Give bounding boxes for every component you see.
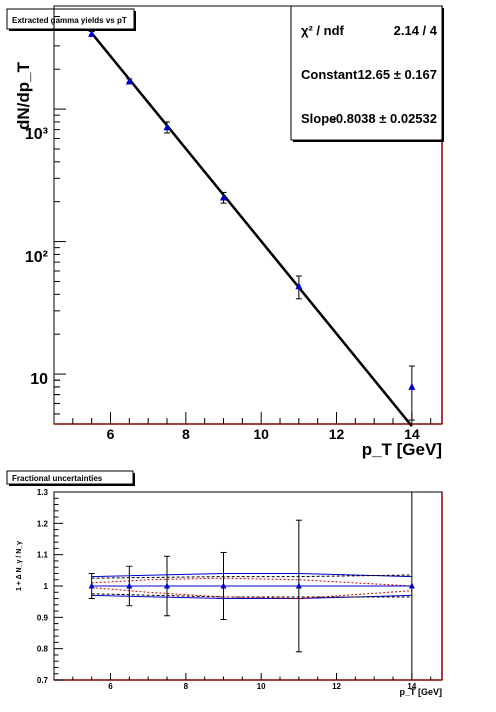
- top-y-tick-labels: 10 10² 10³: [25, 126, 48, 388]
- top-x-tick-label: 6: [107, 426, 115, 442]
- bottom-x-tick-label: 10: [257, 682, 266, 691]
- top-y-tick-label: 10: [30, 371, 48, 388]
- bottom-y-tick-label: 0.9: [37, 613, 49, 622]
- stats-slope-label: Slope: [301, 111, 336, 126]
- top-x-tick-label: 10: [253, 426, 269, 442]
- bottom-uncertainty-bands: [91, 572, 412, 600]
- triangle-marker: [408, 382, 416, 390]
- bottom-data-points: [88, 492, 415, 680]
- blue-band-upper: [91, 572, 412, 578]
- triangle-marker: [220, 582, 227, 589]
- top-data-point: [220, 191, 228, 204]
- stats-constant-label: Constant: [301, 67, 358, 82]
- fit-stats-box: χ² / ndf 2.14 / 4 Constant 12.65 ± 0.167…: [290, 5, 444, 142]
- top-y-axis-label: dN/dp_T: [14, 61, 33, 130]
- triangle-marker: [126, 582, 133, 589]
- bottom-y-tick-label: 1.2: [37, 519, 49, 528]
- stats-chi2-value: 2.14 / 4: [394, 23, 438, 38]
- top-x-tick-labels: 6 8 10 12 14: [107, 426, 420, 442]
- bottom-data-point: [88, 572, 95, 600]
- bottom-x-tick-labels: 6 8 10 12 14: [108, 682, 417, 691]
- bottom-data-point: [126, 565, 133, 607]
- bottom-title-box: Fractional uncertainties: [6, 470, 135, 486]
- triangle-marker: [164, 582, 171, 589]
- top-title-box: Extracted gamma yields vs pT: [6, 8, 136, 31]
- triangle-marker: [408, 582, 415, 589]
- bottom-y-tick-label: 1: [44, 582, 49, 591]
- stats-slope-value: -0.8038 ± 0.02532: [332, 111, 437, 126]
- bottom-y-axis-label: 1 + Δ N_γ / N_γ: [16, 541, 23, 591]
- top-data-point: [125, 77, 133, 85]
- bottom-data-point: [164, 555, 171, 617]
- top-x-tick-label: 12: [329, 426, 345, 442]
- top-data-point: [163, 121, 171, 134]
- triangle-marker: [88, 29, 96, 37]
- top-axis-ticks: [54, 5, 432, 424]
- top-x-tick-label: 14: [404, 426, 420, 442]
- top-y-tick-label: 10²: [25, 249, 48, 266]
- stats-constant-value: 12.65 ± 0.167: [358, 67, 437, 82]
- top-chart: Extracted gamma yields vs pT 6 8 10 12 1…: [6, 5, 444, 459]
- triangle-marker: [163, 123, 171, 131]
- triangle-marker: [125, 77, 133, 85]
- bottom-y-tick-label: 0.7: [37, 676, 49, 685]
- black-dashed-band-lower: [91, 593, 412, 598]
- black-dashed-band-upper: [91, 574, 412, 579]
- triangle-marker: [220, 193, 228, 201]
- bottom-x-tick-label: 12: [332, 682, 341, 691]
- bottom-y-tick-labels: 0.7 0.8 0.9 1 1.1 1.2 1.3: [37, 488, 49, 685]
- top-data-point: [408, 365, 416, 421]
- fit-curve: [90, 32, 413, 427]
- top-chart-title: Extracted gamma yields vs pT: [12, 16, 127, 25]
- top-fit-line: [90, 32, 413, 427]
- top-y-tick-label: 10³: [25, 126, 48, 143]
- bottom-data-point: [295, 519, 302, 653]
- stats-chi2-label: χ² / ndf: [301, 23, 345, 38]
- bottom-chart: Fractional uncertainties 6 8 10 12 14 0.…: [6, 470, 443, 697]
- top-data-point: [295, 275, 303, 300]
- bottom-data-point: [408, 492, 415, 680]
- bottom-axis-ticks: [54, 491, 432, 681]
- bottom-chart-title: Fractional uncertainties: [12, 474, 103, 483]
- triangle-marker: [88, 582, 95, 589]
- top-data-point: [88, 29, 96, 37]
- bottom-x-tick-label: 6: [108, 682, 113, 691]
- red-dashed-band-upper: [91, 577, 412, 587]
- bottom-x-tick-label: 14: [407, 682, 416, 691]
- bottom-y-tick-label: 1.3: [37, 488, 49, 497]
- blue-band-lower: [91, 594, 412, 600]
- bottom-y-tick-label: 0.8: [37, 645, 49, 654]
- triangle-marker: [295, 282, 303, 290]
- bottom-x-axis-label: p_T [GeV]: [399, 687, 442, 697]
- top-data-points: [88, 29, 416, 421]
- top-x-tick-label: 8: [182, 426, 190, 442]
- bottom-data-point: [220, 551, 227, 621]
- triangle-marker: [295, 582, 302, 589]
- top-x-axis-label: p_T [GeV]: [362, 440, 442, 459]
- bottom-y-tick-label: 1.1: [37, 551, 49, 560]
- bottom-x-tick-label: 8: [184, 682, 189, 691]
